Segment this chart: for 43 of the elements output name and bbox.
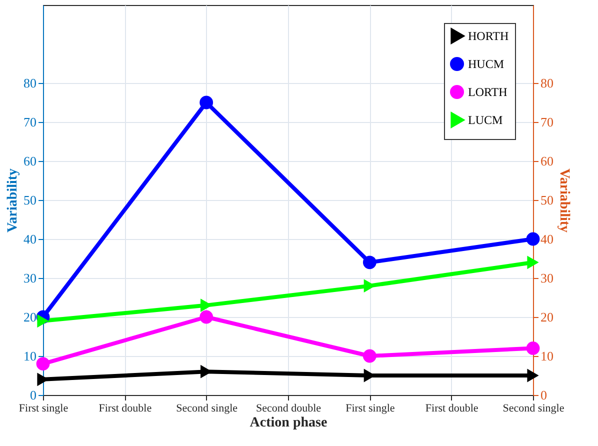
y2-tick-label: 60 bbox=[540, 154, 554, 168]
y2-axis-title: Variability bbox=[556, 168, 572, 233]
y-tick-label: 60 bbox=[24, 154, 36, 168]
y-tick-label: 0 bbox=[30, 388, 36, 402]
legend-label: HUCM bbox=[468, 57, 504, 71]
x-tick-label: First double bbox=[98, 402, 152, 414]
y-axis-title: Variability bbox=[6, 168, 20, 233]
legend-label: LORTH bbox=[468, 85, 508, 99]
y-tick-label: 30 bbox=[24, 270, 36, 286]
y2-tick-label: 30 bbox=[540, 270, 554, 286]
point bbox=[200, 310, 214, 324]
x-tick-label: Second double bbox=[256, 402, 322, 414]
x-tick-label: First single bbox=[18, 402, 68, 414]
y2-tick-label: 0 bbox=[540, 388, 547, 402]
point bbox=[526, 232, 540, 246]
y2-tick-label: 50 bbox=[540, 192, 554, 208]
x-tick-label: Second single bbox=[176, 402, 238, 414]
point bbox=[200, 96, 214, 110]
y2-tick-label: 40 bbox=[540, 232, 554, 246]
x-axis-title: Action phase bbox=[250, 416, 328, 430]
point bbox=[36, 357, 50, 370]
y-tick-label: 80 bbox=[24, 76, 36, 90]
point bbox=[37, 314, 49, 328]
y-tick-label: 50 bbox=[24, 192, 36, 208]
point bbox=[364, 279, 376, 293]
point bbox=[362, 349, 376, 363]
point bbox=[527, 256, 539, 270]
y-tick-label: 10 bbox=[24, 348, 36, 364]
legend-label: HORTH bbox=[468, 29, 509, 43]
point bbox=[526, 342, 540, 355]
y2-tick-label: 80 bbox=[540, 76, 554, 90]
x-tick-label: First double bbox=[425, 402, 478, 414]
y-tick-label: 70 bbox=[24, 114, 36, 130]
y-tick-label: 20 bbox=[24, 310, 36, 324]
point bbox=[362, 256, 376, 270]
x-tick-label: First single bbox=[346, 402, 395, 414]
x-tick-label: Second single bbox=[502, 402, 564, 414]
y-tick-label: 40 bbox=[24, 232, 36, 246]
legend-label: LUCM bbox=[468, 113, 503, 127]
y2-tick-label: 10 bbox=[540, 348, 554, 364]
y2-tick-label: 20 bbox=[540, 310, 554, 324]
y2-tick-label: 70 bbox=[540, 114, 554, 130]
point bbox=[527, 368, 539, 382]
